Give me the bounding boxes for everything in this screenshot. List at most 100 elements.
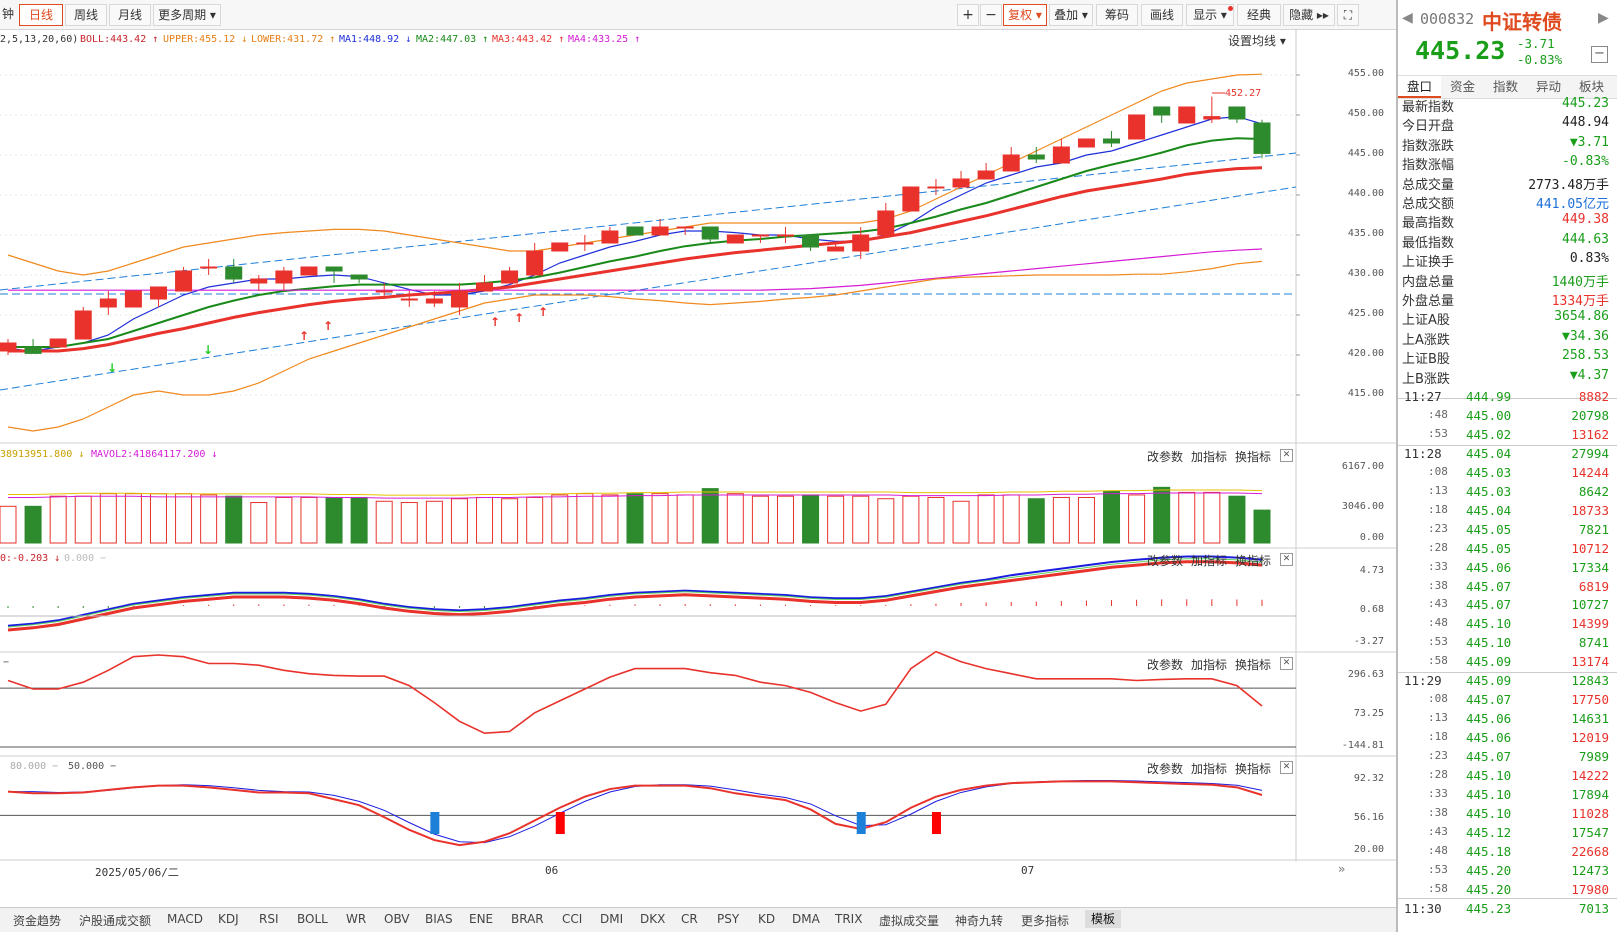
prev-icon[interactable]: ◀ <box>1402 10 1413 26</box>
indicator-tab[interactable]: 神奇九转 <box>955 914 1004 928</box>
indicator-tab[interactable]: 模板 <box>1085 910 1122 928</box>
quote-price: 445.23 <box>1415 36 1506 65</box>
line-dea <box>7 560 1263 632</box>
quote-tab[interactable]: 指数 <box>1492 79 1518 94</box>
panel-close-button[interactable]: ✕ <box>1280 449 1293 462</box>
classic-button[interactable]: 经典 <box>1237 4 1281 26</box>
display-dropdown[interactable]: 显示 ▾ <box>1186 4 1234 26</box>
tick-price: 445.10 <box>1466 616 1512 632</box>
panel-add-indicator-button[interactable]: 加指标 <box>1191 658 1228 672</box>
candle-body <box>325 266 343 272</box>
panel-add-indicator-button[interactable]: 加指标 <box>1191 762 1228 776</box>
tick-volume: 14222 <box>1571 768 1609 783</box>
indicator-tab[interactable]: CCI <box>562 912 583 926</box>
volume-bar <box>526 496 544 544</box>
indicator-tab[interactable]: ENE <box>469 912 494 926</box>
quote-tab[interactable]: 资金 <box>1449 79 1475 94</box>
indicator-tab[interactable]: WR <box>346 912 367 926</box>
vol-axis-mid: 3046.00 <box>1341 501 1384 512</box>
panel-edit-params-button[interactable]: 改参数 <box>1147 554 1184 568</box>
panel-add-indicator-button[interactable]: 加指标 <box>1191 554 1228 568</box>
volume-bar <box>250 502 268 544</box>
field-value: -0.83% <box>1562 154 1609 170</box>
trendline-lower <box>0 186 1297 391</box>
panel-close-button[interactable]: ✕ <box>1280 657 1293 670</box>
panel-edit-params-button[interactable]: 改参数 <box>1147 658 1184 672</box>
panel-close-button[interactable]: ✕ <box>1280 761 1293 774</box>
panel-add-indicator-button[interactable]: 加指标 <box>1191 450 1228 464</box>
more-period-dropdown[interactable]: 更多周期 ▾ <box>153 4 221 26</box>
panel-switch-indicator-button[interactable]: 换指标 <box>1235 658 1272 672</box>
price-axis-label: 415.00 <box>1347 388 1384 399</box>
volume-bar <box>676 494 694 544</box>
period-month-button[interactable]: 月线 <box>109 4 151 26</box>
panel-switch-indicator-button[interactable]: 换指标 <box>1235 554 1272 568</box>
tick-volume: 17894 <box>1571 786 1609 802</box>
kline-chart[interactable]: ↓ ↓ ↑ ↑ ↑ ↑ ↑ <box>0 0 1396 880</box>
fullscreen-icon[interactable]: ⛶ <box>1337 4 1359 26</box>
chips-button[interactable]: 筹码 <box>1096 4 1138 26</box>
indicator-tab[interactable]: 虚拟成交量 <box>879 914 940 928</box>
indicator-tab[interactable]: 沪股通成交额 <box>79 914 152 928</box>
tick-volume: 13162 <box>1571 426 1609 442</box>
indicator-tab[interactable]: BRAR <box>511 912 544 926</box>
panel-close-button[interactable]: ✕ <box>1280 553 1293 566</box>
indicator-tab[interactable]: TRIX <box>835 912 863 926</box>
field-value: 448.94 <box>1562 115 1609 131</box>
panel-switch-indicator-button[interactable]: 换指标 <box>1235 450 1272 464</box>
drawing-button[interactable]: 画线 <box>1141 4 1183 26</box>
ma-settings-dropdown[interactable]: 设置均线 ▾ <box>1228 34 1286 48</box>
quote-field-row: 上证A股 3654.86 <box>1398 309 1613 329</box>
indicator-tab[interactable]: BIAS <box>425 912 453 926</box>
indicator-tab[interactable]: DMI <box>600 912 624 926</box>
quote-tab[interactable]: 盘口 <box>1398 76 1441 98</box>
kdj-legend-2: 50.000 − <box>68 761 117 772</box>
tick-volume: 12019 <box>1571 730 1609 746</box>
line-lower <box>7 260 1263 432</box>
volume-bar <box>651 493 669 544</box>
indicator-tab[interactable]: 更多指标 <box>1021 914 1070 928</box>
volume-bar <box>300 496 318 544</box>
indicator-tab[interactable]: MACD <box>167 912 203 926</box>
scroll-right-icon[interactable]: » <box>1338 862 1346 876</box>
volume-bar <box>1027 498 1045 544</box>
next-icon[interactable]: ▶ <box>1598 10 1609 26</box>
volume-bar <box>1052 496 1070 544</box>
indicator-tab[interactable]: OBV <box>384 912 410 926</box>
panel-edit-params-button[interactable]: 改参数 <box>1147 762 1184 776</box>
line-kdj-k <box>7 780 1263 847</box>
indicator-tab[interactable]: DMA <box>792 912 820 926</box>
indicator-tab[interactable]: CR <box>681 912 698 926</box>
period-minute-button[interactable]: 钟 <box>1 7 14 21</box>
panel-switch-indicator-button[interactable]: 换指标 <box>1235 762 1272 776</box>
indicator-tab[interactable]: BOLL <box>297 912 328 926</box>
overlay-dropdown[interactable]: 叠加 ▾ <box>1049 4 1093 26</box>
indicator-tab[interactable]: KD <box>758 912 776 926</box>
hide-panel-button[interactable]: 隐藏 ▸▸ <box>1283 4 1335 26</box>
candle-body <box>751 234 769 237</box>
line-mavol1 <box>8 489 1263 496</box>
candle-body <box>425 298 443 304</box>
indicator-tab[interactable]: RSI <box>259 912 279 926</box>
indicator-tab[interactable]: PSY <box>717 912 740 926</box>
period-week-button[interactable]: 周线 <box>65 4 107 26</box>
ma3-label: MA3:443.42 ↑ <box>492 34 565 45</box>
tick-divider <box>1398 898 1617 900</box>
restore-right-dropdown[interactable]: 复权 ▾ <box>1003 4 1047 26</box>
candle-body <box>1203 116 1221 120</box>
period-day-button[interactable]: 日线 <box>19 4 63 26</box>
volume-bar <box>425 500 443 544</box>
tick-price: 445.09 <box>1466 673 1512 689</box>
indicator-tab[interactable]: DKX <box>640 912 666 926</box>
indicator-tab[interactable]: 资金趋势 <box>13 914 62 928</box>
tick-row: :53 445.02 13162 <box>1398 427 1613 447</box>
quote-tab[interactable]: 异动 <box>1535 79 1561 94</box>
panel-edit-params-button[interactable]: 改参数 <box>1147 450 1184 464</box>
zoom-out-button[interactable]: − <box>980 4 1002 26</box>
indicator-tab[interactable]: KDJ <box>218 912 239 926</box>
zoom-in-button[interactable]: + <box>957 4 979 26</box>
collapse-button[interactable]: − <box>1591 46 1608 63</box>
quote-tab[interactable]: 板块 <box>1578 79 1604 94</box>
tick-price: 445.10 <box>1466 768 1512 783</box>
tick-price: 445.10 <box>1466 635 1512 651</box>
